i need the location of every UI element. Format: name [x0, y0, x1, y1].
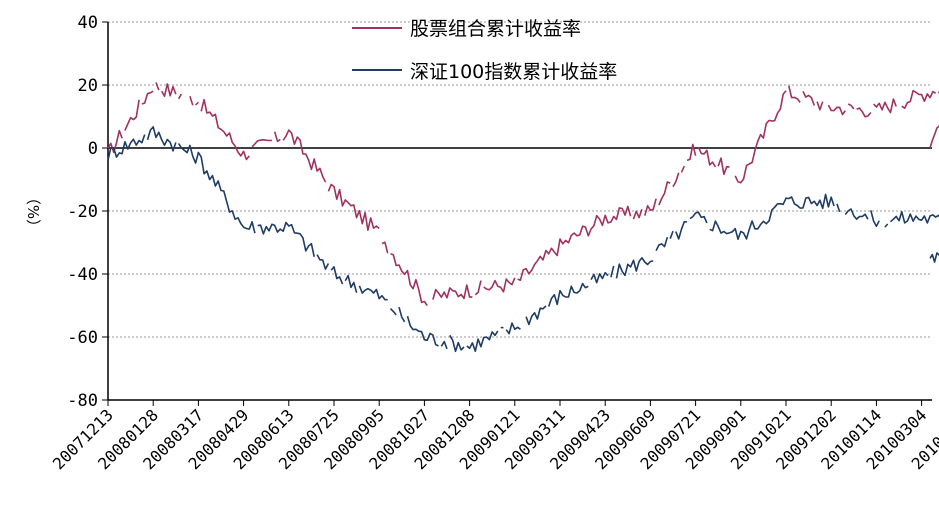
legend-label-index: 深证100指数累计收益率	[410, 61, 617, 83]
y-tick-label: 40	[78, 13, 98, 33]
grid-layer	[108, 21, 932, 338]
y-tick-label: -80	[67, 391, 98, 411]
y-tick-label: -40	[67, 265, 98, 285]
legend: 股票组合累计收益率 深证100指数累计收益率	[352, 18, 617, 83]
y-tick-label: -60	[67, 328, 98, 348]
y-tick-label: -20	[67, 202, 98, 222]
series-layer	[107, 82, 939, 353]
y-tick-label: 0	[88, 139, 98, 159]
y-tick-label: 20	[78, 76, 98, 96]
legend-label-portfolio: 股票组合累计收益率	[410, 18, 581, 40]
series-line-0	[107, 82, 939, 307]
series-line-1	[107, 126, 939, 353]
y-axis-label: （%）	[24, 190, 42, 234]
